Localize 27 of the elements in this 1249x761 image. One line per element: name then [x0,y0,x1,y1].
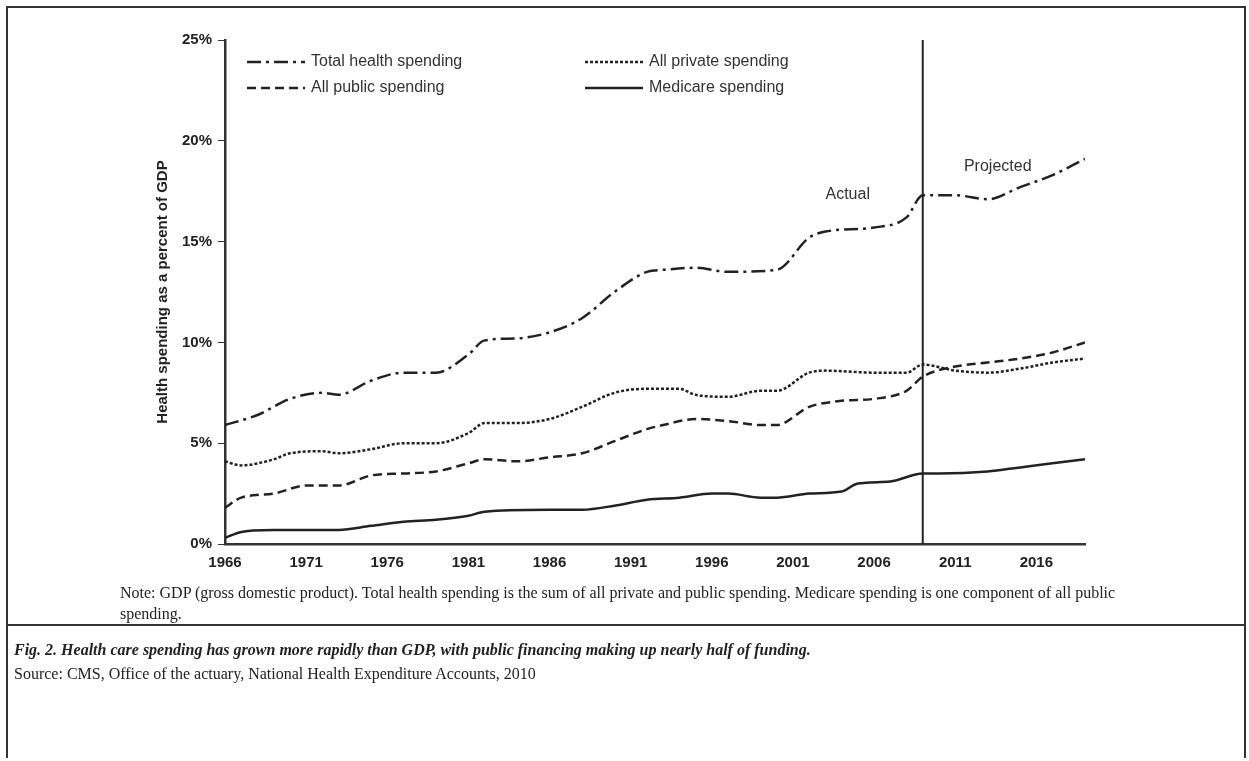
caption: Fig. 2. Health care spending has grown more rapidly than GDP, with public financing making up nearly half of funding. [14,640,812,661]
x-tick-label: 1991 [613,553,648,571]
y-tick-label: 25% [181,30,213,48]
legend-label: All public spending [311,78,445,96]
y-axis-title: Health spending as a percent of GDP [153,160,171,424]
x-tick-label: 2016 [1019,553,1054,571]
y-tick-label: 15% [181,231,213,249]
x-tick-label: 1981 [451,553,486,571]
x-tick-label: 2006 [857,553,891,571]
y-tick-label: 5% [190,433,213,451]
y-tick-label: 0% [190,534,213,552]
x-tick-label: 1996 [695,553,729,571]
text: Note: GDP (gross domestic product). Total health spending is the sum of all private and public spending. Medicare spending is one component of all public spending. [120,583,1117,624]
y-tick-label: 10% [181,332,213,350]
x-tick-label: 1986 [532,553,567,571]
annotation: Projected [963,157,1032,175]
x-tick-label: 1971 [289,553,323,571]
x-tick-label: 1966 [208,553,242,571]
x-tick-label: 1976 [370,553,404,571]
legend-label: All private spending [649,52,789,70]
y-tick-label: 20% [181,130,213,148]
annotation: Actual [825,185,870,203]
source-note: Source: CMS, Office of the actuary, National Health Expenditure Accounts, 2010 [14,664,537,685]
x-tick-label: 2001 [776,553,810,571]
legend-label: Total health spending [311,52,463,70]
legend-label: Medicare spending [649,78,785,96]
x-tick-label: 2011 [938,553,972,571]
